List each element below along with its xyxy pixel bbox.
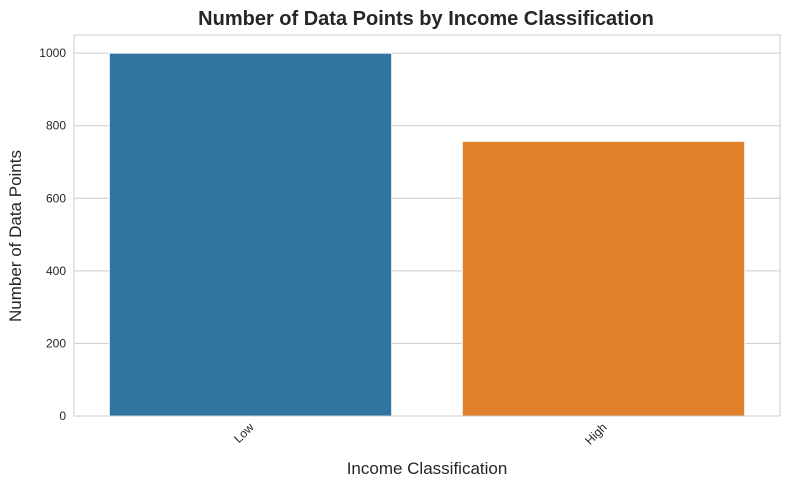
x-tick-label-high: High [582,420,609,447]
y-tick-label: 600 [46,191,66,205]
chart-title: Number of Data Points by Income Classifi… [198,8,654,30]
x-axis-label: Income Classification [347,459,508,478]
y-tick-label: 0 [59,409,66,423]
y-axis-label: Number of Data Points [6,150,25,322]
y-tick-label: 1000 [39,46,66,60]
x-tick-labels: Low High [231,420,609,448]
bar-high [461,140,746,417]
y-tick-labels: 0 200 400 600 800 1000 [39,46,66,423]
y-tick-label: 800 [46,119,66,133]
y-tick-label: 200 [46,336,66,350]
plot-frame [73,34,781,417]
y-tick-label: 400 [46,264,66,278]
x-tick-label-low: Low [231,420,257,446]
bar-low [108,52,393,417]
bars [108,52,746,417]
